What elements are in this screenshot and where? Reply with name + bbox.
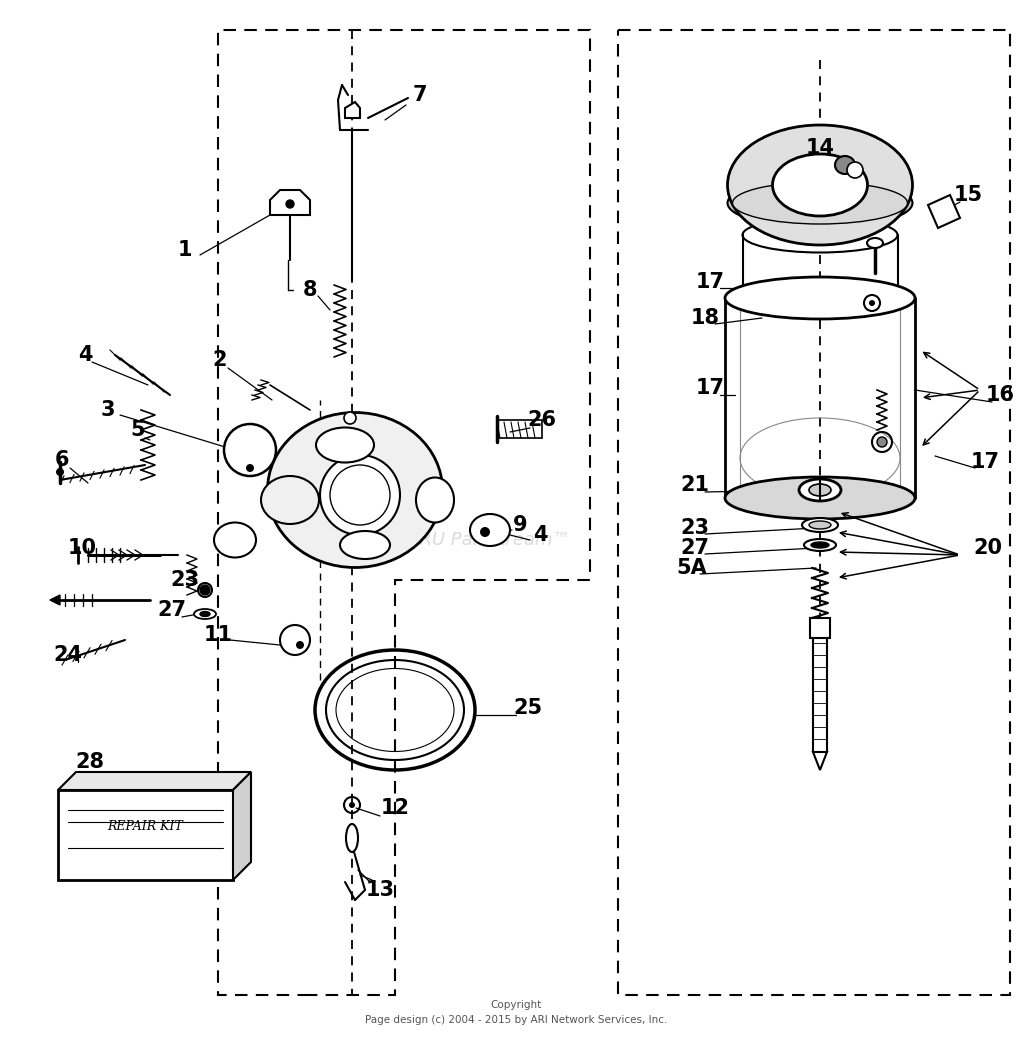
Ellipse shape: [727, 125, 912, 245]
Polygon shape: [50, 595, 60, 605]
Text: 17: 17: [970, 452, 1000, 472]
Circle shape: [349, 802, 355, 808]
Ellipse shape: [320, 455, 400, 535]
Ellipse shape: [261, 476, 319, 524]
Text: 13: 13: [366, 880, 395, 900]
Text: 8: 8: [303, 280, 317, 300]
Circle shape: [296, 641, 304, 649]
Text: 5: 5: [131, 420, 146, 440]
Bar: [810, 618, 829, 638]
Text: 23: 23: [681, 518, 710, 538]
Text: 6: 6: [55, 450, 69, 469]
Ellipse shape: [809, 520, 831, 529]
Text: 27: 27: [681, 538, 710, 558]
Text: 28: 28: [75, 752, 104, 772]
Ellipse shape: [743, 218, 898, 253]
Ellipse shape: [799, 479, 841, 501]
Text: 3: 3: [101, 400, 116, 420]
Text: 2: 2: [213, 350, 227, 370]
Polygon shape: [233, 772, 251, 880]
Ellipse shape: [773, 154, 868, 215]
Ellipse shape: [732, 182, 908, 224]
Text: 4: 4: [77, 345, 92, 365]
Text: 18: 18: [690, 308, 720, 328]
Ellipse shape: [725, 477, 915, 519]
Text: 16: 16: [985, 385, 1014, 405]
Text: Page design (c) 2004 - 2015 by ARI Network Services, Inc.: Page design (c) 2004 - 2015 by ARI Netwo…: [365, 1015, 667, 1025]
Text: 11: 11: [204, 625, 232, 645]
Ellipse shape: [416, 478, 453, 523]
Circle shape: [480, 527, 490, 537]
Text: 17: 17: [695, 378, 724, 398]
Ellipse shape: [802, 518, 838, 532]
Ellipse shape: [809, 484, 831, 496]
Ellipse shape: [725, 277, 915, 319]
Ellipse shape: [316, 428, 374, 462]
Circle shape: [869, 300, 875, 306]
Text: 17: 17: [695, 272, 724, 291]
Text: 10: 10: [67, 538, 96, 558]
Ellipse shape: [743, 280, 898, 315]
Text: Copyright: Copyright: [491, 1000, 541, 1010]
Polygon shape: [345, 102, 359, 118]
Ellipse shape: [280, 625, 310, 655]
Ellipse shape: [727, 178, 912, 228]
Circle shape: [200, 585, 210, 595]
Ellipse shape: [340, 531, 390, 559]
Text: 24: 24: [54, 645, 83, 665]
Text: 9: 9: [512, 515, 527, 535]
Text: 14: 14: [806, 138, 835, 158]
Ellipse shape: [811, 542, 829, 548]
Polygon shape: [813, 752, 827, 770]
Circle shape: [246, 464, 254, 472]
Ellipse shape: [804, 539, 836, 551]
Text: 7: 7: [413, 85, 428, 105]
Circle shape: [344, 412, 356, 424]
Ellipse shape: [835, 156, 855, 174]
Ellipse shape: [867, 238, 883, 248]
Ellipse shape: [224, 424, 276, 476]
Text: 12: 12: [380, 798, 409, 818]
Polygon shape: [270, 191, 310, 215]
Text: REPAIR KIT: REPAIR KIT: [107, 820, 184, 834]
Text: 27: 27: [157, 600, 187, 620]
Text: 20: 20: [973, 538, 1002, 558]
Ellipse shape: [214, 523, 256, 558]
Ellipse shape: [194, 609, 216, 619]
Text: 4: 4: [533, 525, 547, 545]
Ellipse shape: [268, 412, 442, 567]
Text: 1: 1: [178, 240, 192, 260]
Text: 25: 25: [513, 699, 542, 718]
Ellipse shape: [470, 514, 510, 545]
Text: 21: 21: [681, 475, 710, 496]
Bar: [58, 790, 233, 880]
Text: 15: 15: [953, 185, 982, 205]
Text: 5A: 5A: [677, 558, 708, 578]
Text: 26: 26: [528, 410, 557, 430]
Circle shape: [286, 200, 294, 208]
Ellipse shape: [200, 611, 210, 616]
Circle shape: [877, 437, 887, 447]
Ellipse shape: [346, 824, 358, 852]
Text: ARU PartStream™: ARU PartStream™: [408, 531, 571, 549]
Text: 23: 23: [170, 570, 199, 590]
Circle shape: [56, 468, 64, 476]
Circle shape: [847, 162, 863, 178]
Polygon shape: [58, 772, 251, 790]
Polygon shape: [928, 195, 960, 228]
